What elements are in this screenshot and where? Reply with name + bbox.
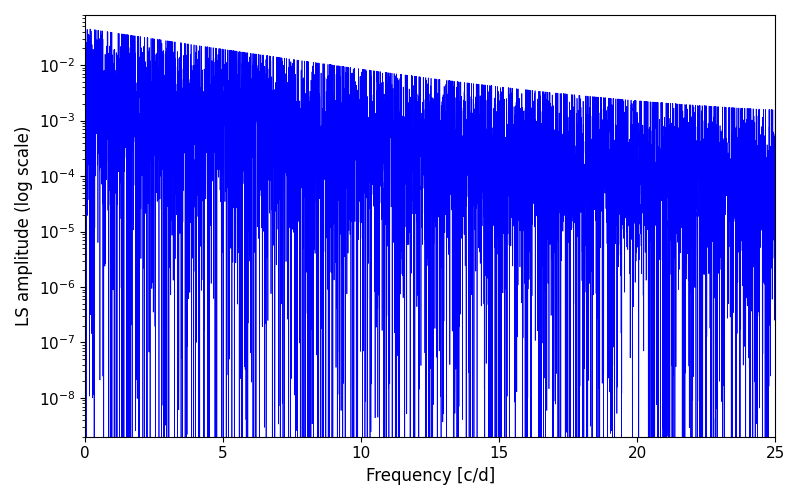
- X-axis label: Frequency [c/d]: Frequency [c/d]: [366, 467, 494, 485]
- Y-axis label: LS amplitude (log scale): LS amplitude (log scale): [15, 126, 33, 326]
